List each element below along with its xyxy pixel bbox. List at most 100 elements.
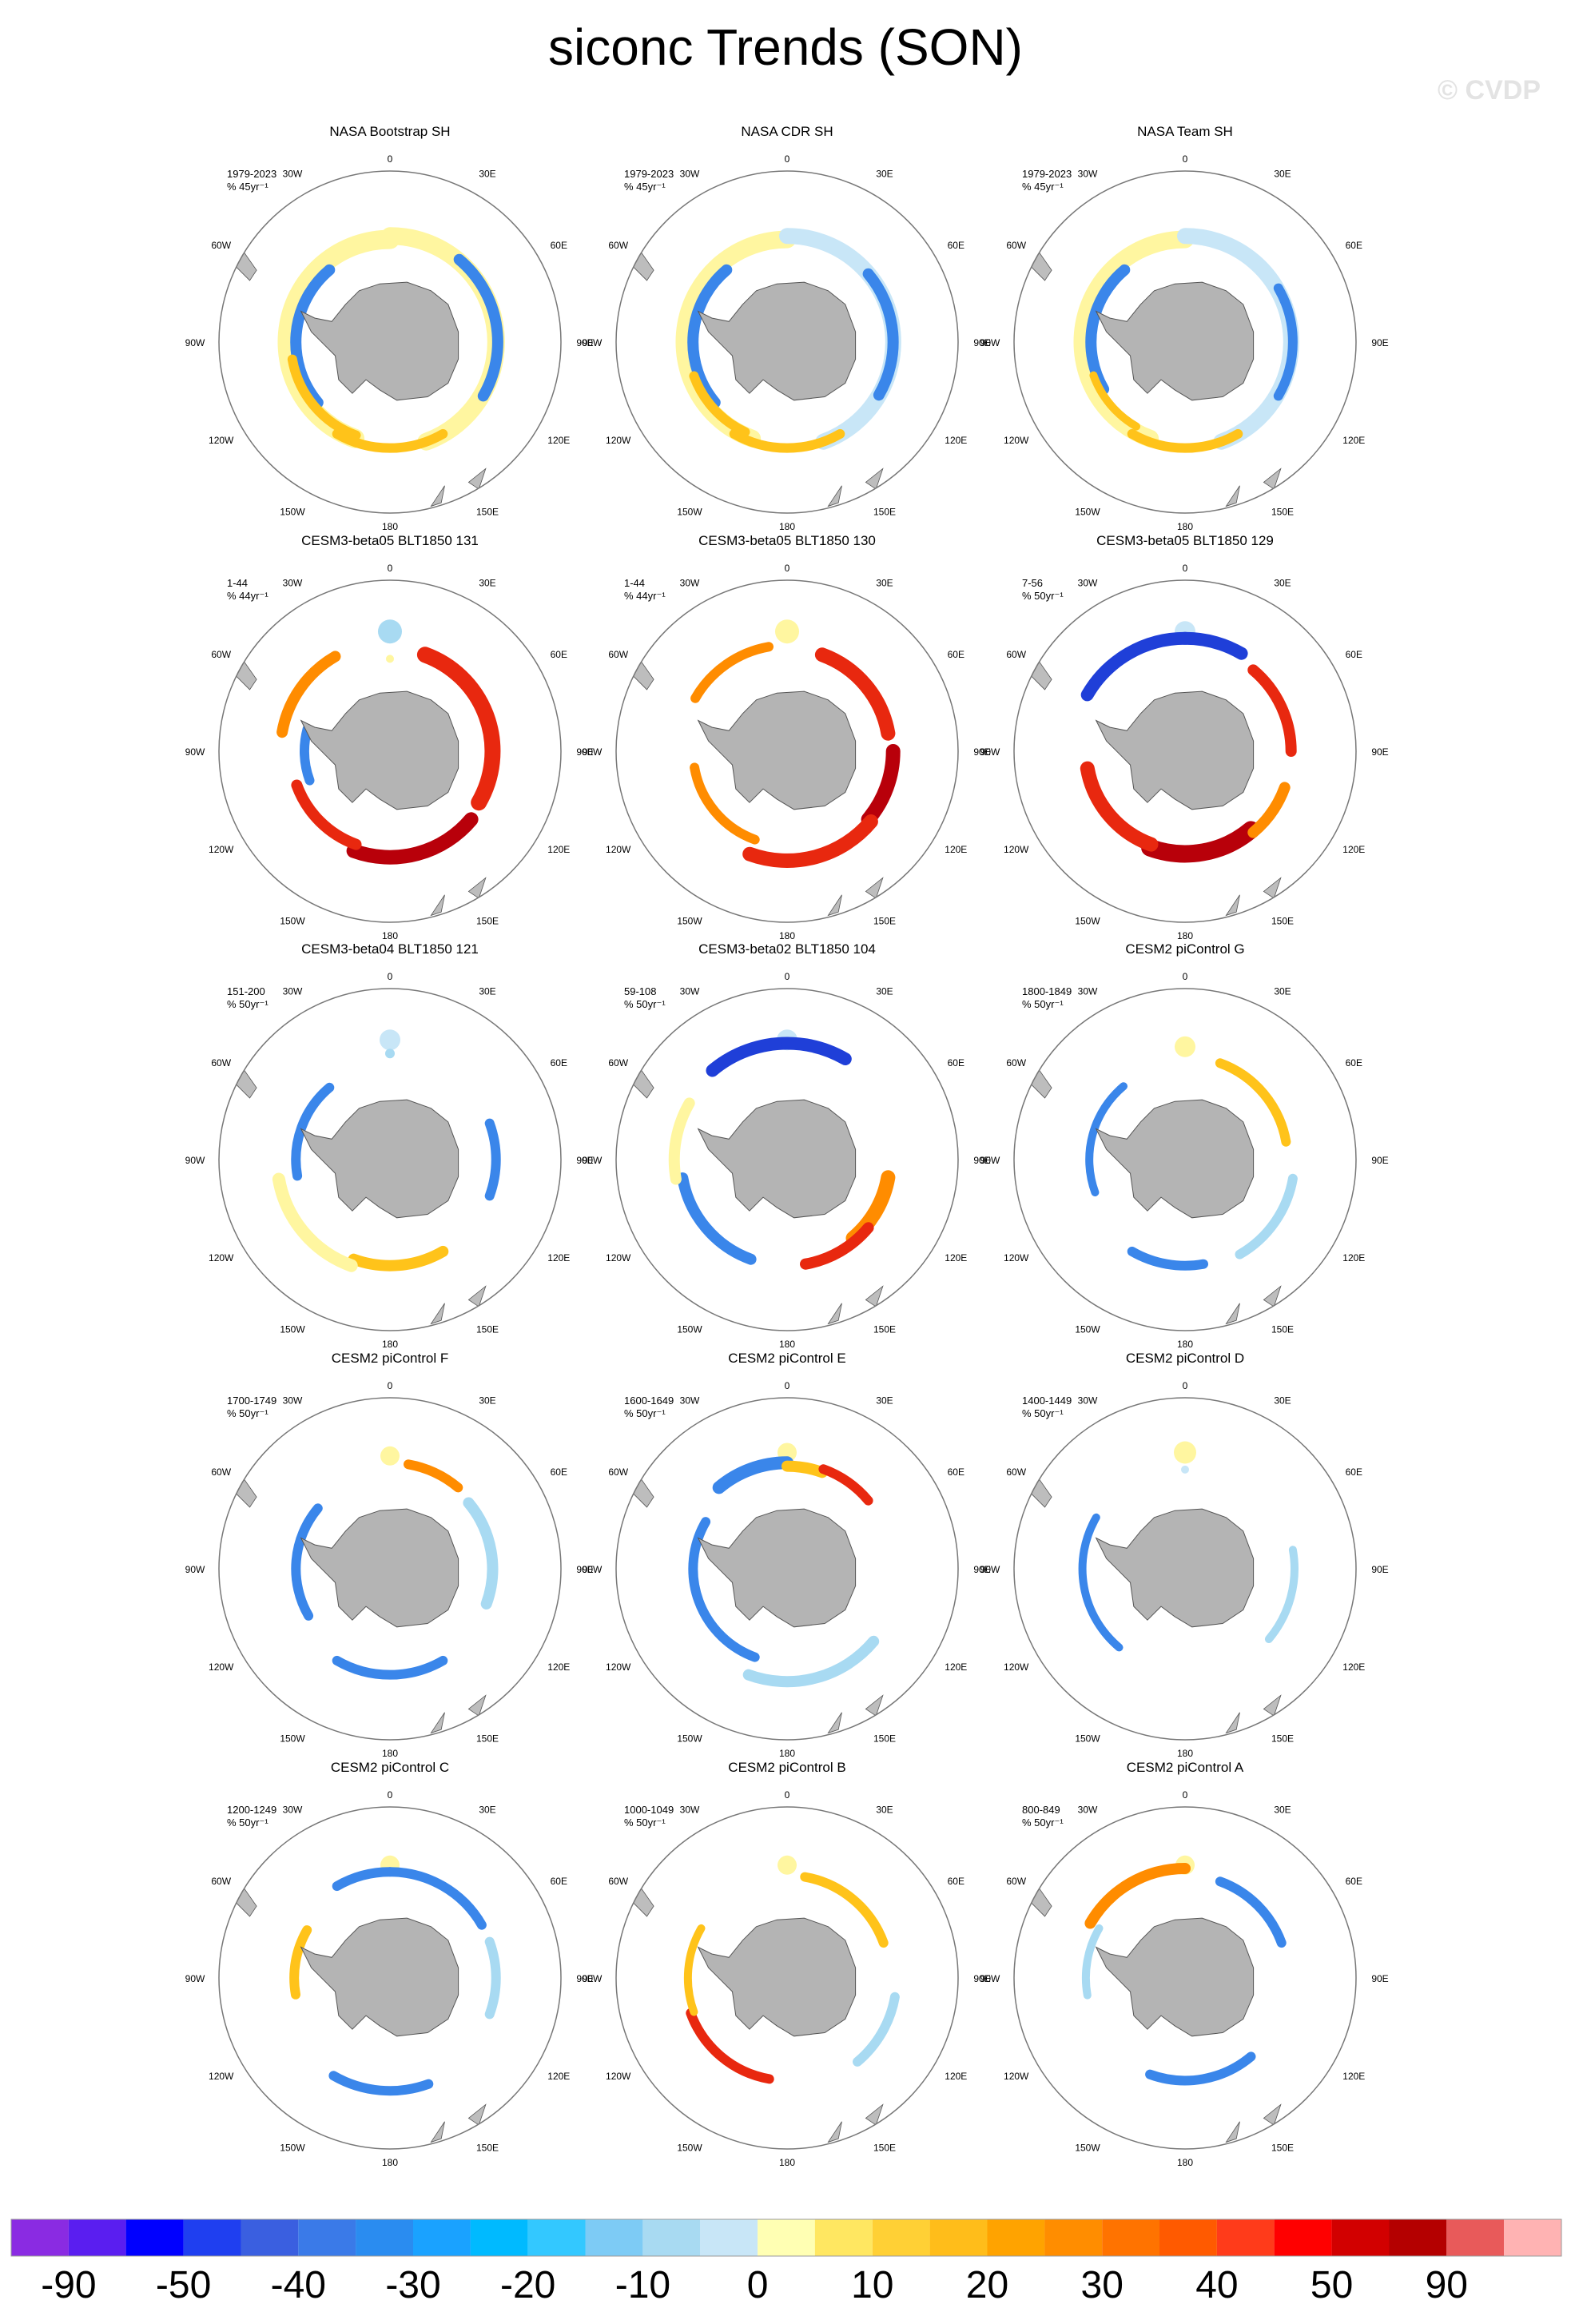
longitude-label: 30W xyxy=(680,1805,700,1816)
longitude-label: 30E xyxy=(479,169,495,180)
colorbar-swatch xyxy=(1044,2219,1103,2256)
longitude-label: 0 xyxy=(388,563,393,574)
trend-band xyxy=(385,1867,487,1930)
longitude-label: 60W xyxy=(1006,1466,1026,1478)
longitude-label: 150E xyxy=(873,506,896,517)
longitude-label: 90W xyxy=(185,746,205,758)
colorbar-swatch xyxy=(700,2219,758,2256)
longitude-label: 60E xyxy=(1346,1466,1362,1478)
longitude-label: 120W xyxy=(209,844,234,855)
polar-map-panel: 0 30E 60E 90E 120E 150E 180 150W 120W 90W 60W 30W NA… xyxy=(185,124,594,532)
longitude-label: 30E xyxy=(876,1805,893,1816)
longitude-label: 120W xyxy=(209,2071,234,2082)
antarctica-land xyxy=(697,1508,857,1628)
antarctica-land xyxy=(697,690,857,810)
polar-map-panel: 0 30E 60E 90E 120E 150E 180 150W 120W 90W 60W 30W CE… xyxy=(185,1760,594,2168)
trend-band xyxy=(1073,230,1194,448)
map-boundary xyxy=(615,1397,959,1741)
longitude-label: 0 xyxy=(1183,153,1188,165)
longitude-label: 120W xyxy=(1004,844,1029,855)
longitude-label: 180 xyxy=(779,930,795,941)
colorbar-swatch xyxy=(929,2219,988,2256)
tasmania-land xyxy=(430,485,445,507)
panel-units: % 44yr⁻¹ xyxy=(227,590,268,602)
trend-band xyxy=(1085,1082,1128,1196)
longitude-label: 90E xyxy=(1371,1564,1388,1575)
longitude-label: 150W xyxy=(280,1733,305,1744)
panel-units: % 50yr⁻¹ xyxy=(1022,590,1064,602)
longitude-label: 90E xyxy=(576,1564,593,1575)
longitude-label: 90E xyxy=(973,1155,990,1166)
colorbar-label: 10 xyxy=(851,2264,893,2306)
new-zealand-land xyxy=(1263,1285,1282,1307)
longitude-label: 150W xyxy=(677,1323,702,1335)
colorbar-swatch xyxy=(183,2219,241,2256)
tasmania-land xyxy=(1225,1712,1240,1734)
colorbar-label: 0 xyxy=(747,2264,769,2306)
longitude-label: 150W xyxy=(280,2142,305,2153)
trend-band xyxy=(290,264,336,408)
tasmania-land xyxy=(1225,485,1240,507)
panel-period: 1400-1449 xyxy=(1022,1395,1072,1407)
longitude-label: 30W xyxy=(680,1395,700,1407)
colorbar-label: 40 xyxy=(1195,2264,1238,2306)
trend-band xyxy=(289,1925,312,2000)
trend-band xyxy=(862,268,899,401)
longitude-label: 90E xyxy=(1371,1973,1388,1984)
longitude-label: 120W xyxy=(209,435,234,446)
longitude-label: 30E xyxy=(876,1395,893,1407)
longitude-label: 30W xyxy=(283,169,303,180)
longitude-label: 90W xyxy=(980,1564,1000,1575)
colorbar-swatch xyxy=(470,2219,528,2256)
longitude-label: 90E xyxy=(576,746,593,758)
antarctica-land xyxy=(300,1917,459,2037)
longitude-label: 60W xyxy=(211,1876,231,1887)
longitude-label: 60E xyxy=(1346,649,1362,660)
trend-band xyxy=(453,253,503,402)
longitude-label: 30W xyxy=(283,986,303,997)
panel-title: NASA Team SH xyxy=(1137,124,1233,139)
longitude-label: 60E xyxy=(948,1466,964,1478)
longitude-label: 60E xyxy=(1346,1876,1362,1887)
longitude-label: 30W xyxy=(680,986,700,997)
longitude-label: 30W xyxy=(1078,1805,1098,1816)
longitude-label: 0 xyxy=(1183,1789,1188,1801)
trend-band xyxy=(1264,1546,1299,1643)
trend-band xyxy=(1247,782,1291,838)
longitude-label: 120W xyxy=(1004,1661,1029,1673)
antarctica-land xyxy=(1095,690,1255,810)
panel-period: 151-200 xyxy=(227,985,265,997)
panel-title: CESM2 piControl A xyxy=(1127,1760,1244,1775)
trend-band xyxy=(463,1497,499,1610)
longitude-label: 60E xyxy=(551,1057,567,1068)
trend-band xyxy=(688,1517,760,1662)
colorbar-swatch xyxy=(1159,2219,1217,2256)
panel-units: % 50yr⁻¹ xyxy=(624,998,666,1010)
panel-period: 1979-2023 xyxy=(624,168,674,180)
longitude-label: 90E xyxy=(973,746,990,758)
antarctica-land xyxy=(1095,281,1255,401)
longitude-label: 0 xyxy=(1183,971,1188,982)
panel-units: % 50yr⁻¹ xyxy=(227,998,268,1010)
trend-band xyxy=(1179,631,1248,660)
longitude-label: 150E xyxy=(476,915,499,926)
longitude-label: 60W xyxy=(1006,649,1026,660)
map-boundary xyxy=(1013,988,1357,1331)
trend-band xyxy=(800,1872,889,1948)
map-boundary xyxy=(1013,170,1357,514)
longitude-label: 120W xyxy=(1004,435,1029,446)
trend-band xyxy=(1215,1876,1287,1948)
colorbar-swatch xyxy=(758,2219,815,2256)
longitude-label: 180 xyxy=(779,521,795,532)
colorbar-swatch xyxy=(1389,2219,1447,2256)
trend-band xyxy=(814,647,896,741)
longitude-label: 120E xyxy=(945,2071,967,2082)
trend-band xyxy=(291,1082,335,1181)
antarctica-land xyxy=(300,281,459,401)
longitude-label: 150E xyxy=(873,2142,896,2153)
panel-period: 1000-1049 xyxy=(624,1804,674,1816)
longitude-label: 30W xyxy=(283,1805,303,1816)
polar-map-panel: 0 30E 60E 90E 120E 150E 180 150W 120W 90W 60W 30W CE… xyxy=(583,1351,991,1759)
trend-band xyxy=(346,812,479,865)
trend-band xyxy=(416,647,501,811)
